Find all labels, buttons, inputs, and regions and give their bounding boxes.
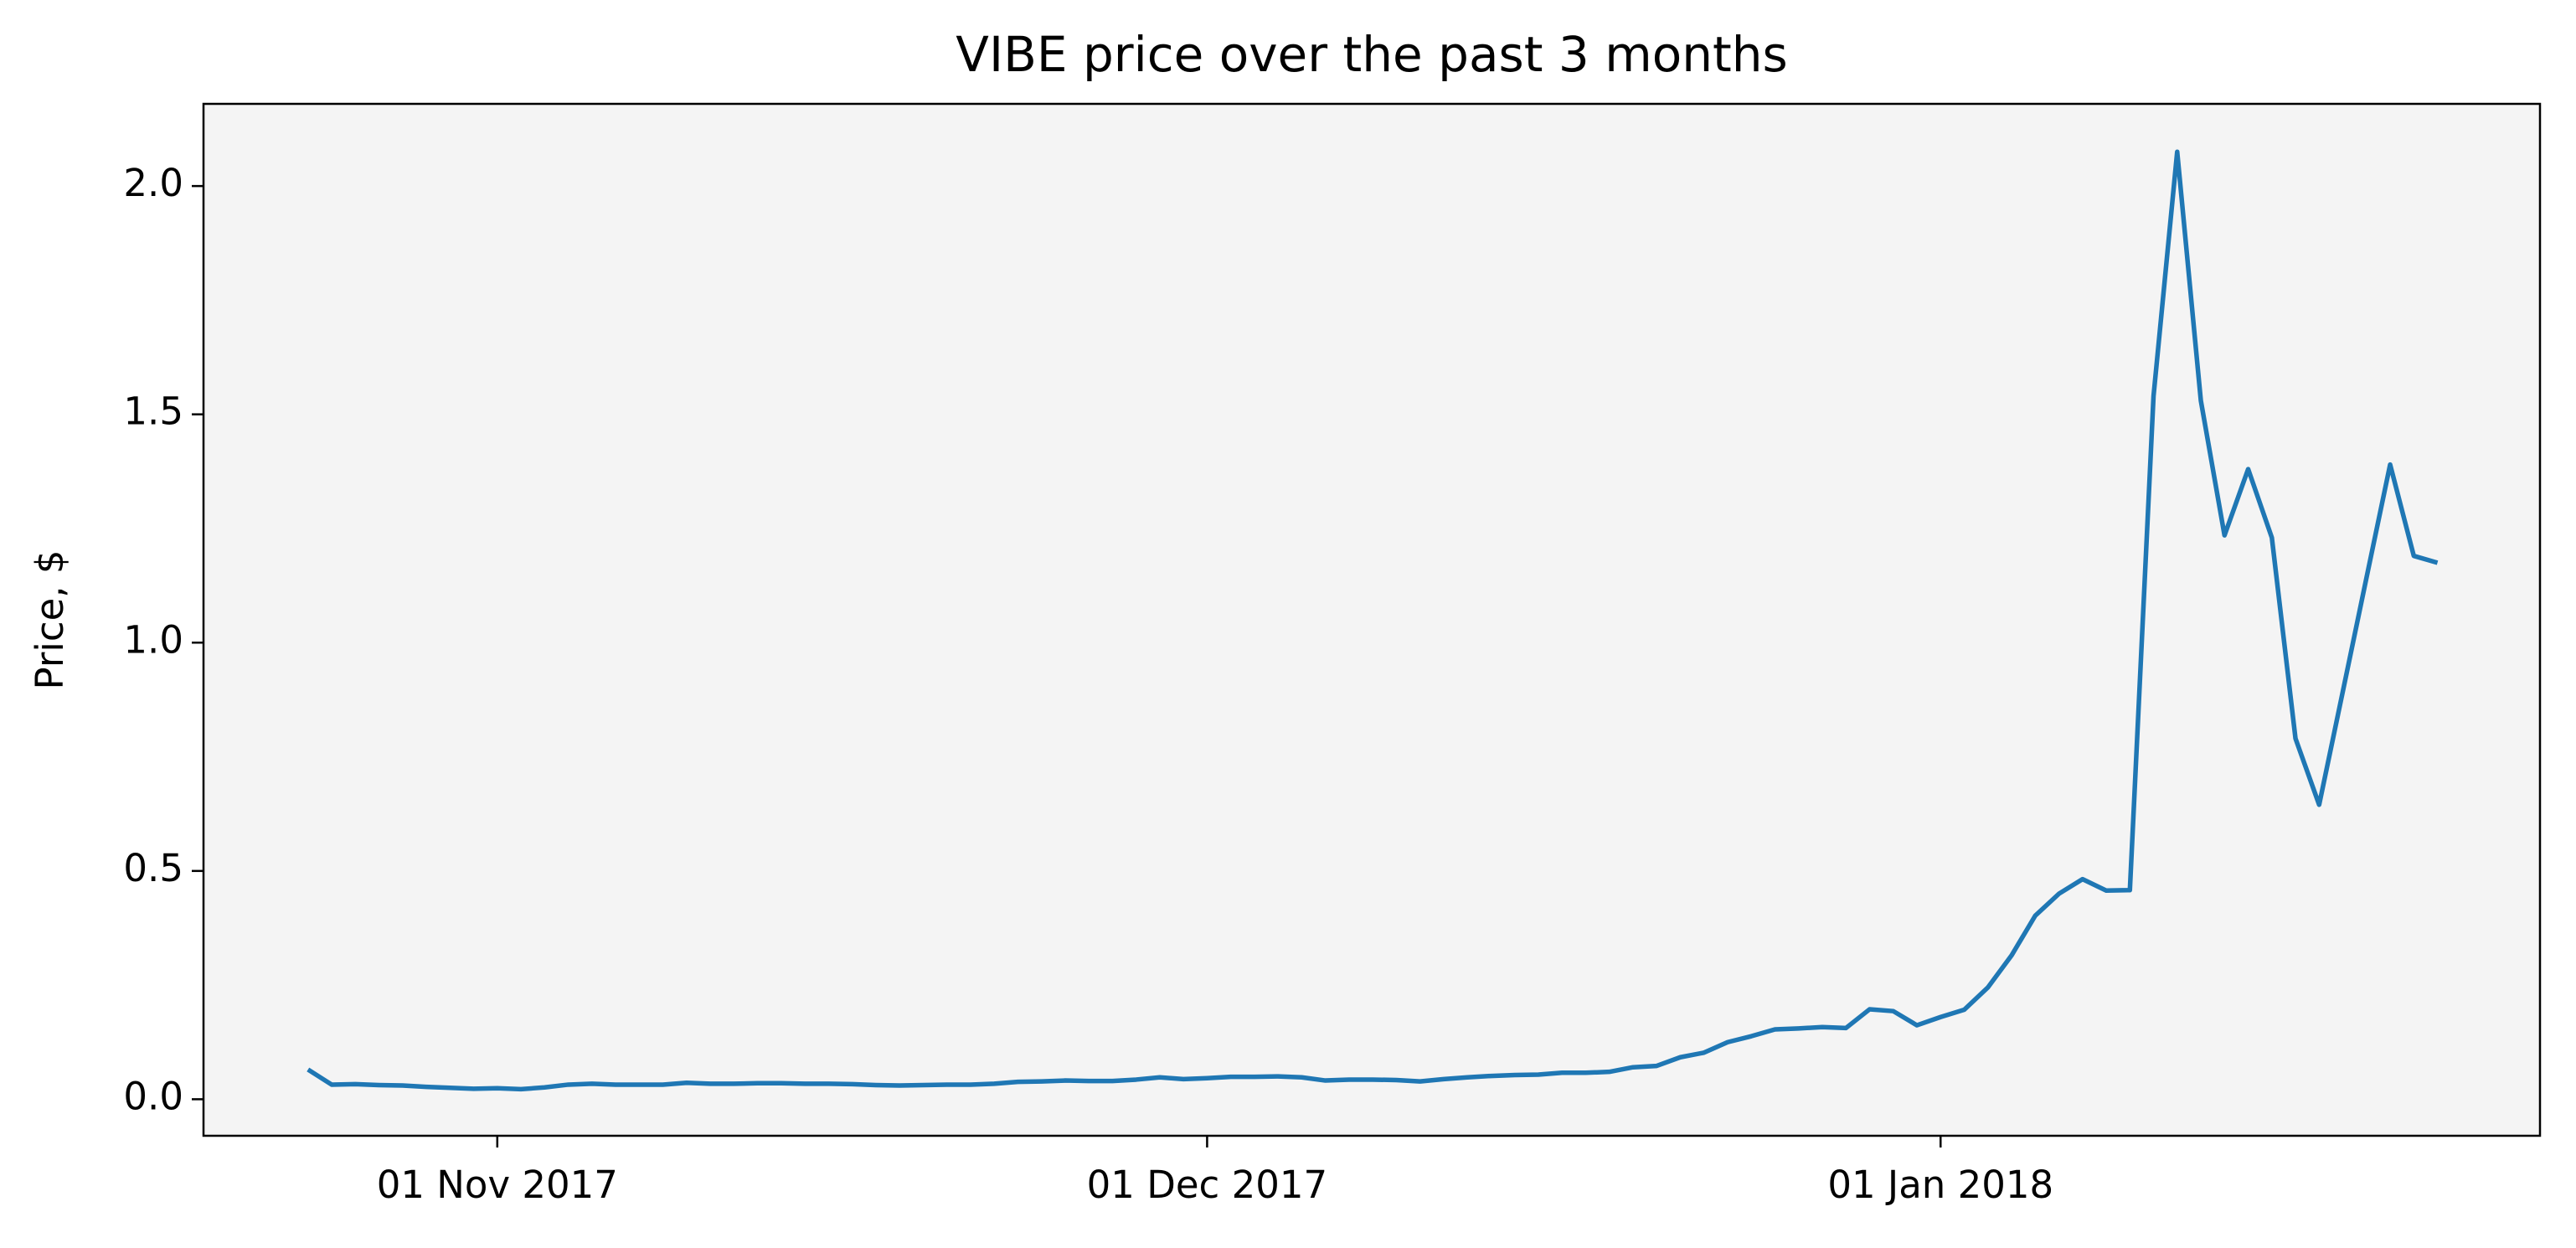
y-tick-label: 1.0 bbox=[123, 617, 183, 662]
y-tick-label: 0.0 bbox=[123, 1074, 183, 1118]
y-tick-label: 0.5 bbox=[123, 846, 183, 890]
price-line bbox=[307, 149, 2439, 1092]
x-tick-label: 01 Jan 2018 bbox=[1827, 1163, 2053, 1207]
y-tick-label: 1.5 bbox=[123, 389, 183, 434]
y-axis-label: Price, $ bbox=[28, 549, 72, 689]
x-tick-label: 01 Dec 2017 bbox=[1087, 1163, 1327, 1207]
plot-frame bbox=[202, 102, 2542, 1137]
y-tick-label: 2.0 bbox=[123, 161, 183, 205]
plot-area bbox=[204, 104, 2540, 1136]
x-tick-label: 01 Nov 2017 bbox=[377, 1163, 618, 1207]
chart-title: VIBE price over the past 3 months bbox=[956, 26, 1787, 83]
